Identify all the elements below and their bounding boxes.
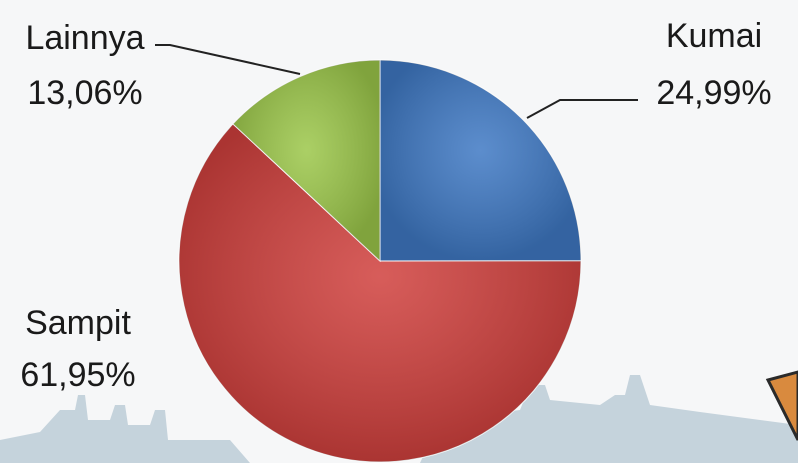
slice-value: 61,95%: [20, 356, 135, 394]
slice-label: Lainnya: [25, 19, 144, 57]
slice-label: Sampit: [25, 304, 131, 342]
slice-label: Kumai: [666, 17, 762, 55]
leader-line: [526, 99, 638, 119]
slice-value: 24,99%: [656, 74, 771, 112]
arrow-decoration: [765, 370, 798, 441]
slice-value: 13,06%: [27, 74, 142, 112]
pie: [178, 59, 582, 463]
pie-slice: [379, 59, 582, 262]
labels: Kumai 24,99% Sampit 61,95% Lainnya 13,06%: [20, 17, 771, 394]
leader-line: [155, 44, 301, 75]
